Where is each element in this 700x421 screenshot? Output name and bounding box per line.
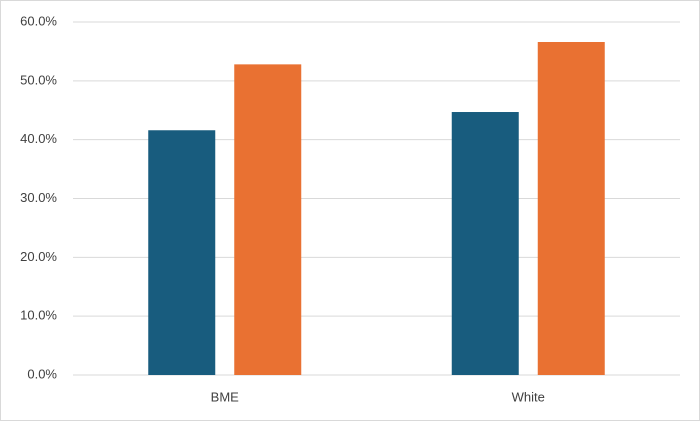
y-tick-label: 20.0%	[20, 249, 57, 264]
y-tick-label: 10.0%	[20, 308, 57, 323]
y-tick-label: 50.0%	[20, 72, 57, 87]
y-tick-label: 30.0%	[20, 190, 57, 205]
bar	[451, 112, 519, 375]
y-tick-label: 40.0%	[20, 131, 57, 146]
bar	[148, 130, 216, 375]
x-tick-label: BME	[211, 389, 240, 404]
bar	[234, 64, 302, 376]
bar	[537, 42, 605, 376]
y-tick-label: 60.0%	[20, 13, 57, 28]
x-tick-label: White	[512, 389, 545, 404]
y-tick-label: 0.0%	[27, 366, 57, 381]
